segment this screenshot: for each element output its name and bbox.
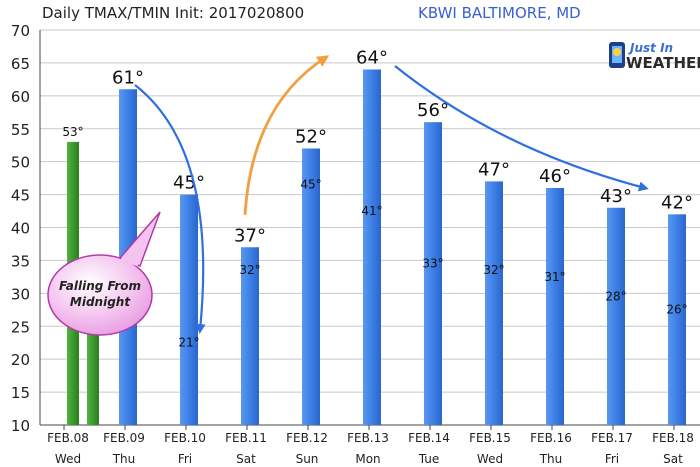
x-tick-date: FEB.16 xyxy=(530,431,572,445)
data-label: 46° xyxy=(539,166,571,187)
annotation-text: Falling From Midnight xyxy=(59,279,141,309)
data-label: 32° xyxy=(239,263,260,277)
y-tick-label: 25 xyxy=(11,318,30,336)
bar-tmax-FEB.17 xyxy=(607,207,625,425)
data-label: 64° xyxy=(356,48,388,69)
y-axis: 10 15 20 25 30 35 40 45 50 55 60 65 70 xyxy=(11,22,700,435)
x-tick-day: Mon xyxy=(355,452,380,466)
x-tick-date: FEB.17 xyxy=(591,431,633,445)
data-label: 45° xyxy=(173,173,205,194)
x-tick-date: FEB.13 xyxy=(347,431,389,445)
y-tick-label: 70 xyxy=(11,22,30,40)
x-tick-day: Fri xyxy=(178,452,192,466)
x-tick-date: FEB.14 xyxy=(408,431,450,445)
x-tick-date: FEB.08 xyxy=(47,431,89,445)
x-axis: FEB.08 Wed FEB.09 Thu FEB.10 Fri FEB.11 Sat FEB.… xyxy=(47,425,694,466)
data-label: 28° xyxy=(605,290,626,304)
data-label: 47° xyxy=(478,159,510,180)
y-tick-label: 55 xyxy=(11,121,30,139)
falling-arrow xyxy=(134,84,206,334)
data-label: 53° xyxy=(62,125,83,139)
y-tick-label: 40 xyxy=(11,220,30,238)
bar-tmax-FEB.14 xyxy=(424,122,442,426)
x-tick-date: FEB.10 xyxy=(164,431,206,445)
data-label: 32° xyxy=(483,263,504,277)
data-label: 42° xyxy=(661,192,693,213)
x-tick-day: Thu xyxy=(539,452,563,466)
x-tick-date: FEB.11 xyxy=(225,431,267,445)
chart-title: Daily TMAX/TMIN Init: 2017020800 xyxy=(42,4,304,22)
bar-tmax-FEB.12 xyxy=(302,148,320,425)
cooling-trend-arrow xyxy=(394,65,649,192)
data-label: 21° xyxy=(178,336,199,350)
data-label: 45° xyxy=(300,178,321,192)
station-label: KBWI BALTIMORE, MD xyxy=(418,4,581,22)
data-label: 43° xyxy=(600,186,632,207)
data-label: 61° xyxy=(112,67,144,88)
y-tick-label: 15 xyxy=(11,384,30,402)
x-tick-day: Fri xyxy=(605,452,619,466)
data-label: 37° xyxy=(234,225,266,246)
svg-text:WEATHER: WEATHER xyxy=(626,54,700,72)
bars xyxy=(67,69,686,426)
bar-tmax-FEB.10 xyxy=(180,194,198,425)
data-label: 52° xyxy=(295,127,327,148)
x-tick-day: Wed xyxy=(477,452,503,466)
data-label: 56° xyxy=(417,100,449,121)
rising-arrow xyxy=(243,55,330,216)
data-label: 33° xyxy=(422,257,443,271)
y-tick-label: 35 xyxy=(11,252,30,270)
y-tick-label: 45 xyxy=(11,187,30,205)
x-tick-date: FEB.12 xyxy=(286,431,328,445)
y-tick-label: 30 xyxy=(11,285,30,303)
bar-labels: 53° 21° 32° 45° 41° 33° 32° 31° 28° 26° 61° 45° 37° 5… xyxy=(62,48,693,350)
x-tick-day: Wed xyxy=(55,452,81,466)
y-tick-label: 10 xyxy=(11,417,30,435)
just-in-weather-logo: Just In WEATHER xyxy=(609,41,700,72)
bar-tmax-FEB.16 xyxy=(546,188,564,425)
bar-tmin-FEB.09 xyxy=(87,319,99,425)
bar-tmax-FEB.15 xyxy=(485,181,503,425)
annotation-bubble: Falling From Midnight xyxy=(47,211,161,336)
x-tick-day: Thu xyxy=(112,452,136,466)
data-label: 26° xyxy=(666,303,687,317)
y-tick-label: 65 xyxy=(11,55,30,73)
x-tick-day: Sun xyxy=(296,452,319,466)
x-tick-date: FEB.15 xyxy=(469,431,511,445)
x-tick-date: FEB.18 xyxy=(652,431,694,445)
bar-tmax-FEB.13 xyxy=(363,69,381,425)
x-tick-date: FEB.09 xyxy=(103,431,145,445)
data-label: 31° xyxy=(544,270,565,284)
bar-tmax-FEB.11 xyxy=(241,247,259,425)
y-tick-label: 20 xyxy=(11,351,30,369)
x-tick-day: Tue xyxy=(418,452,440,466)
data-label: 41° xyxy=(361,204,382,218)
x-tick-day: Sat xyxy=(236,452,256,466)
y-tick-label: 60 xyxy=(11,88,30,106)
svg-text:Just In: Just In xyxy=(628,41,673,55)
x-tick-day: Sat xyxy=(663,452,683,466)
bar-tmax-FEB.18 xyxy=(668,214,686,425)
y-tick-label: 50 xyxy=(11,154,30,172)
